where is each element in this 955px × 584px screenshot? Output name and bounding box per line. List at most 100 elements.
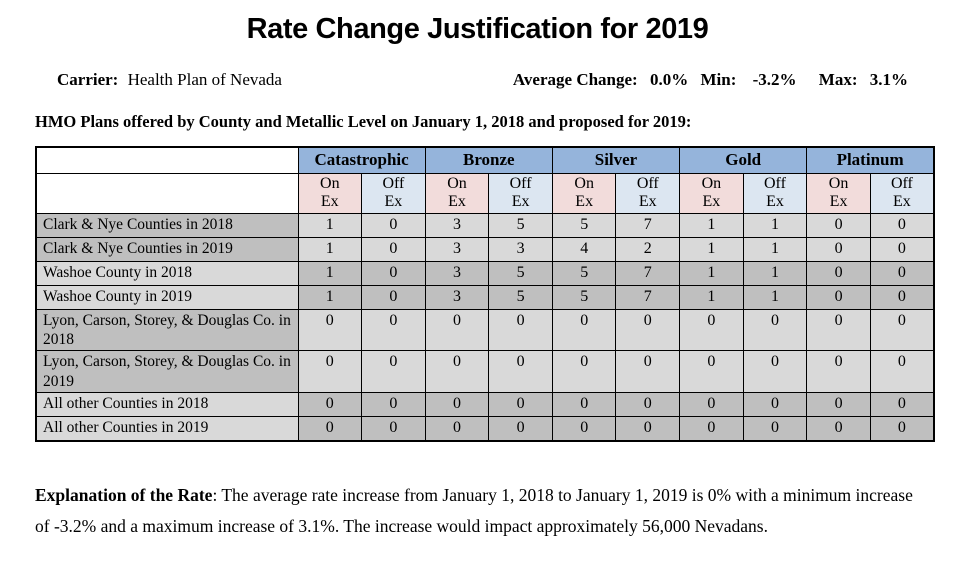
plan-count-cell: 0 xyxy=(806,260,871,286)
plan-count-cell: 5 xyxy=(551,284,617,310)
plan-count-cell: 0 xyxy=(361,416,426,441)
plan-count-cell: 0 xyxy=(806,284,871,310)
off-ex-header: Off Ex xyxy=(869,172,935,214)
plan-count-cell: 0 xyxy=(551,392,617,417)
plan-count-cell: 7 xyxy=(615,260,681,286)
plan-count-cell: 0 xyxy=(424,308,490,352)
row-label: Clark & Nye Counties in 2018 xyxy=(35,212,299,238)
page-title: Rate Change Justification for 2019 xyxy=(246,13,709,45)
plan-count-cell: 0 xyxy=(742,308,808,352)
plan-count-cell: 0 xyxy=(869,236,935,262)
plan-count-cell: 1 xyxy=(297,284,363,310)
on-ex-header: On Ex xyxy=(806,172,871,214)
plan-count-cell: 5 xyxy=(488,284,553,310)
plan-count-cell: 3 xyxy=(424,284,490,310)
rate-explanation: Explanation of the Rate: The average rat… xyxy=(35,480,923,542)
off-ex-header: Off Ex xyxy=(742,172,808,214)
plan-count-cell: 0 xyxy=(679,350,744,393)
plan-count-cell: 0 xyxy=(551,416,617,441)
on-ex-header: On Ex xyxy=(424,172,490,214)
plan-count-cell: 7 xyxy=(615,212,681,238)
table-row-all-other-2019: All other Counties in 2019 0 0 0 0 0 0 0… xyxy=(35,416,935,441)
plan-count-cell: 0 xyxy=(869,350,935,393)
explanation-text: : The average rate increase from January… xyxy=(35,484,913,536)
table-row-washoe-2019: Washoe County in 2019 1 0 3 5 5 7 1 1 0 … xyxy=(35,284,935,310)
plan-count-cell: 0 xyxy=(424,392,490,417)
table-row-lyon-carson-2018: Lyon, Carson, Storey, & Douglas Co. in 2… xyxy=(35,308,935,352)
carrier-stats-row: Carrier: Health Plan of Nevada Average C… xyxy=(35,70,920,90)
metal-level-header-row: Catastrophic Bronze Silver Gold Platinum xyxy=(35,146,935,174)
plan-count-cell: 4 xyxy=(551,236,617,262)
on-ex-header: On Ex xyxy=(297,172,363,214)
plan-count-cell: 0 xyxy=(488,416,553,441)
plan-count-cell: 0 xyxy=(806,392,871,417)
row-label: Lyon, Carson, Storey, & Douglas Co. in 2… xyxy=(35,350,299,393)
table-row-all-other-2018: All other Counties in 2018 0 0 0 0 0 0 0… xyxy=(35,392,935,417)
subheader-corner-cell xyxy=(35,172,299,214)
hmo-plans-table: Catastrophic Bronze Silver Gold Platinum… xyxy=(35,146,935,442)
carrier-label: Carrier: xyxy=(57,70,119,89)
plan-count-cell: 0 xyxy=(361,284,426,310)
row-label: All other Counties in 2019 xyxy=(35,416,299,441)
plan-count-cell: 0 xyxy=(869,260,935,286)
plan-count-cell: 0 xyxy=(361,350,426,393)
row-label: Clark & Nye Counties in 2019 xyxy=(35,236,299,262)
plan-count-cell: 1 xyxy=(679,260,744,286)
plan-count-cell: 0 xyxy=(361,236,426,262)
table-heading: HMO Plans offered by County and Metallic… xyxy=(35,112,692,131)
table-row-lyon-carson-2019: Lyon, Carson, Storey, & Douglas Co. in 2… xyxy=(35,350,935,393)
plan-count-cell: 5 xyxy=(488,260,553,286)
plan-count-cell: 0 xyxy=(551,350,617,393)
plan-count-cell: 0 xyxy=(488,392,553,417)
on-ex-header: On Ex xyxy=(551,172,617,214)
plan-count-cell: 0 xyxy=(361,212,426,238)
off-ex-header: Off Ex xyxy=(615,172,681,214)
metal-header-platinum: Platinum xyxy=(806,146,935,174)
table-row-washoe-2018: Washoe County in 2018 1 0 3 5 5 7 1 1 0 … xyxy=(35,260,935,286)
plan-count-cell: 0 xyxy=(361,260,426,286)
metal-header-catastrophic: Catastrophic xyxy=(297,146,426,174)
rate-change-stats: Average Change: 0.0% Min: -3.2% Max: 3.1… xyxy=(513,70,908,90)
plan-count-cell: 0 xyxy=(806,236,871,262)
plan-count-cell: 0 xyxy=(615,416,681,441)
plan-count-cell: 0 xyxy=(806,212,871,238)
plan-count-cell: 0 xyxy=(869,392,935,417)
metal-header-silver: Silver xyxy=(551,146,681,174)
plan-count-cell: 0 xyxy=(424,416,490,441)
average-change-label: Average Change: xyxy=(512,70,638,89)
plan-count-cell: 0 xyxy=(615,350,681,393)
min-value: -3.2% xyxy=(752,70,797,89)
table-row-clark-nye-2018: Clark & Nye Counties in 2018 1 0 3 5 5 7… xyxy=(35,212,935,238)
table-row-clark-nye-2019: Clark & Nye Counties in 2019 1 0 3 3 4 2… xyxy=(35,236,935,262)
plan-count-cell: 1 xyxy=(297,212,363,238)
plan-count-cell: 2 xyxy=(615,236,681,262)
max-label: Max: xyxy=(818,70,858,89)
plan-count-cell: 0 xyxy=(742,350,808,393)
plan-count-cell: 0 xyxy=(297,350,363,393)
plan-count-cell: 3 xyxy=(424,236,490,262)
plan-count-cell: 0 xyxy=(869,212,935,238)
table-header: Catastrophic Bronze Silver Gold Platinum… xyxy=(35,146,935,214)
off-ex-header: Off Ex xyxy=(361,172,426,214)
header-corner-cell xyxy=(35,146,299,174)
plan-count-cell: 0 xyxy=(679,416,744,441)
plan-count-cell: 3 xyxy=(488,236,553,262)
average-change-value: 0.0% xyxy=(649,70,689,89)
plan-count-cell: 0 xyxy=(297,416,363,441)
plan-count-cell: 5 xyxy=(551,260,617,286)
plan-count-cell: 1 xyxy=(742,212,808,238)
plan-count-cell: 0 xyxy=(488,308,553,352)
plan-count-cell: 3 xyxy=(424,260,490,286)
plan-count-cell: 0 xyxy=(806,308,871,352)
plan-count-cell: 0 xyxy=(869,416,935,441)
exchange-subheader-row: On Ex Off Ex On Ex Off Ex On Ex Off Ex O… xyxy=(35,172,935,214)
plan-count-cell: 0 xyxy=(361,392,426,417)
plan-count-cell: 1 xyxy=(742,260,808,286)
plan-count-cell: 1 xyxy=(679,212,744,238)
plan-count-cell: 1 xyxy=(297,236,363,262)
plan-count-cell: 5 xyxy=(551,212,617,238)
plan-count-cell: 1 xyxy=(742,236,808,262)
plan-count-cell: 7 xyxy=(615,284,681,310)
metal-header-gold: Gold xyxy=(679,146,808,174)
row-label: Washoe County in 2018 xyxy=(35,260,299,286)
